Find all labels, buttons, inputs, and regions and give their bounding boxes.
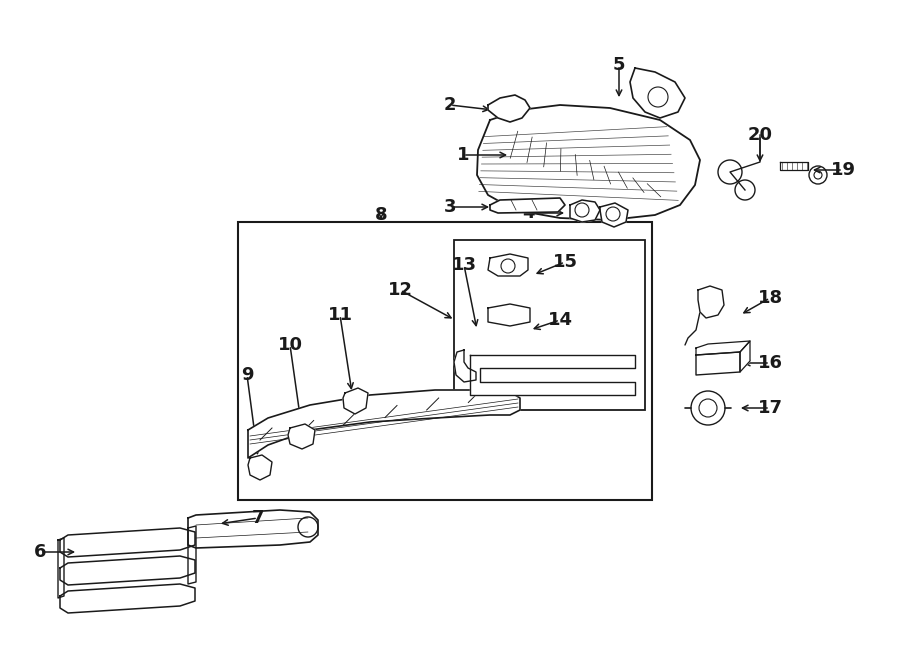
Bar (454, 240, 645, 410)
Text: 8: 8 (374, 206, 387, 224)
Text: 18: 18 (758, 289, 783, 307)
Polygon shape (288, 424, 315, 449)
Bar (238, 222, 652, 500)
Text: 3: 3 (444, 198, 456, 216)
Polygon shape (740, 341, 750, 372)
Polygon shape (477, 105, 700, 220)
Text: 19: 19 (831, 161, 856, 179)
Text: 17: 17 (758, 399, 782, 417)
Polygon shape (470, 355, 635, 395)
Polygon shape (488, 304, 530, 326)
Text: 20: 20 (748, 126, 772, 144)
Polygon shape (60, 528, 195, 557)
Polygon shape (454, 350, 476, 382)
Polygon shape (188, 526, 196, 584)
Text: 14: 14 (547, 311, 572, 329)
Polygon shape (60, 556, 195, 585)
Polygon shape (343, 388, 368, 414)
Polygon shape (570, 200, 600, 222)
Polygon shape (698, 286, 724, 318)
Text: 4: 4 (522, 204, 535, 222)
Polygon shape (248, 455, 272, 480)
Text: 11: 11 (328, 306, 353, 324)
Text: 5: 5 (613, 56, 626, 74)
Text: 13: 13 (452, 256, 476, 274)
Polygon shape (248, 390, 520, 458)
Text: 15: 15 (553, 253, 578, 271)
Text: 7: 7 (252, 509, 265, 527)
Polygon shape (60, 584, 195, 613)
Polygon shape (58, 538, 64, 598)
Polygon shape (630, 68, 685, 118)
Text: 12: 12 (388, 281, 412, 299)
Text: 9: 9 (241, 366, 253, 384)
Polygon shape (490, 198, 565, 213)
Text: 1: 1 (456, 146, 469, 164)
Text: 10: 10 (277, 336, 302, 354)
Text: 16: 16 (758, 354, 782, 372)
Polygon shape (488, 95, 530, 122)
Polygon shape (780, 162, 808, 170)
Text: 2: 2 (444, 96, 456, 114)
Polygon shape (488, 254, 528, 276)
Polygon shape (188, 510, 318, 548)
Text: 6: 6 (34, 543, 46, 561)
Polygon shape (600, 203, 628, 227)
Polygon shape (696, 352, 740, 375)
Polygon shape (696, 341, 750, 355)
